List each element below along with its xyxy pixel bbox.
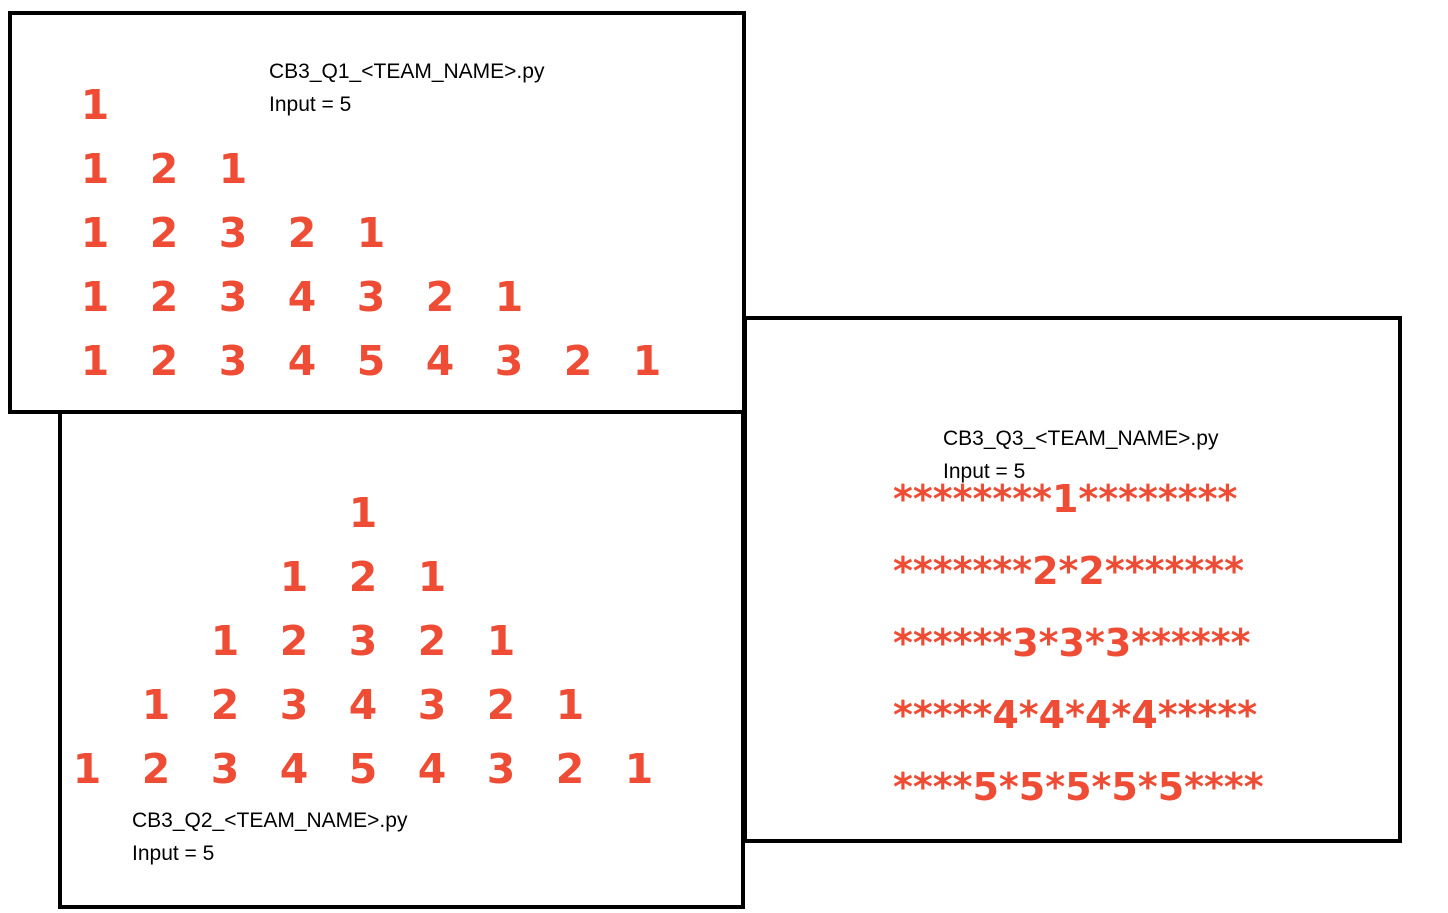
q1-row4-num3: 3 [218, 273, 248, 321]
q2-row5-num7: 3 [486, 745, 516, 793]
q3-filename: CB3_Q3_<TEAM_NAME>.py [943, 427, 1219, 450]
q2-row4-num7: 1 [555, 681, 585, 729]
q1-row3-num5: 1 [356, 209, 386, 257]
q3-star-row-3: ******3*3*3****** [893, 621, 1251, 665]
q2-row4-num3: 3 [279, 681, 309, 729]
q1-row4-num4: 4 [287, 273, 317, 321]
q2-row3-num4: 2 [417, 617, 447, 665]
q3-input-label: Input = 5 [943, 460, 1026, 483]
q3-star-row-2: *******2*2******* [893, 549, 1244, 593]
q1-row3-num3: 3 [218, 209, 248, 257]
q1-row4-num2: 2 [149, 273, 179, 321]
q1-row2-num2: 2 [149, 145, 179, 193]
q1-row5-num8: 2 [563, 337, 593, 385]
q2-row4-num6: 2 [486, 681, 516, 729]
q1-row3-num4: 2 [287, 209, 317, 257]
q1-row5-num9: 1 [632, 337, 662, 385]
q2-row2-num1: 1 [279, 553, 309, 601]
q2-row2-num3: 1 [417, 553, 447, 601]
q3-star-row-4: *****4*4*4*4***** [893, 693, 1258, 737]
q1-row1-num1: 1 [80, 81, 110, 129]
q2-filename: CB3_Q2_<TEAM_NAME>.py [132, 809, 408, 832]
q2-row5-num1: 1 [72, 745, 102, 793]
q2-row5-num3: 3 [210, 745, 240, 793]
q1-row3-num2: 2 [149, 209, 179, 257]
q2-row1-num1: 1 [348, 489, 378, 537]
q1-filename: CB3_Q1_<TEAM_NAME>.py [269, 60, 545, 83]
q1-row5-num5: 5 [356, 337, 386, 385]
q2-row4-num2: 2 [210, 681, 240, 729]
q1-input-label: Input = 5 [269, 93, 352, 116]
q2-row5-num5: 5 [348, 745, 378, 793]
q2-row3-num3: 3 [348, 617, 378, 665]
q3-star-row-1: ********1******** [893, 477, 1238, 521]
q1-row5-num6: 4 [425, 337, 455, 385]
q3-star-row-5: ****5*5*5*5*5**** [893, 765, 1264, 809]
q2-row2-num2: 2 [348, 553, 378, 601]
q1-row5-num3: 3 [218, 337, 248, 385]
q1-row4-num7: 1 [494, 273, 524, 321]
q2-row3-num1: 1 [210, 617, 240, 665]
q2-row3-num5: 1 [486, 617, 516, 665]
q2-row4-num4: 4 [348, 681, 378, 729]
q1-row5-num7: 3 [494, 337, 524, 385]
q2-row5-num2: 2 [141, 745, 171, 793]
q1-row4-num5: 3 [356, 273, 386, 321]
q1-row5-num2: 2 [149, 337, 179, 385]
q2-row4-num5: 3 [417, 681, 447, 729]
q1-row4-num1: 1 [80, 273, 110, 321]
q1-row4-num6: 2 [425, 273, 455, 321]
q2-input-label: Input = 5 [132, 842, 215, 865]
q1-row2-num3: 1 [218, 145, 248, 193]
q2-row5-num6: 4 [417, 745, 447, 793]
q2-row5-num4: 4 [279, 745, 309, 793]
q2-row5-num9: 1 [624, 745, 654, 793]
q1-row2-num1: 1 [80, 145, 110, 193]
q2-row4-num1: 1 [141, 681, 171, 729]
q2-row5-num8: 2 [555, 745, 585, 793]
q1-row5-num1: 1 [80, 337, 110, 385]
q2-row3-num2: 2 [279, 617, 309, 665]
q1-row5-num4: 4 [287, 337, 317, 385]
q3-panel: CB3_Q3_<TEAM_NAME>.py Input = 5 ********… [743, 316, 1402, 843]
q1-row3-num1: 1 [80, 209, 110, 257]
